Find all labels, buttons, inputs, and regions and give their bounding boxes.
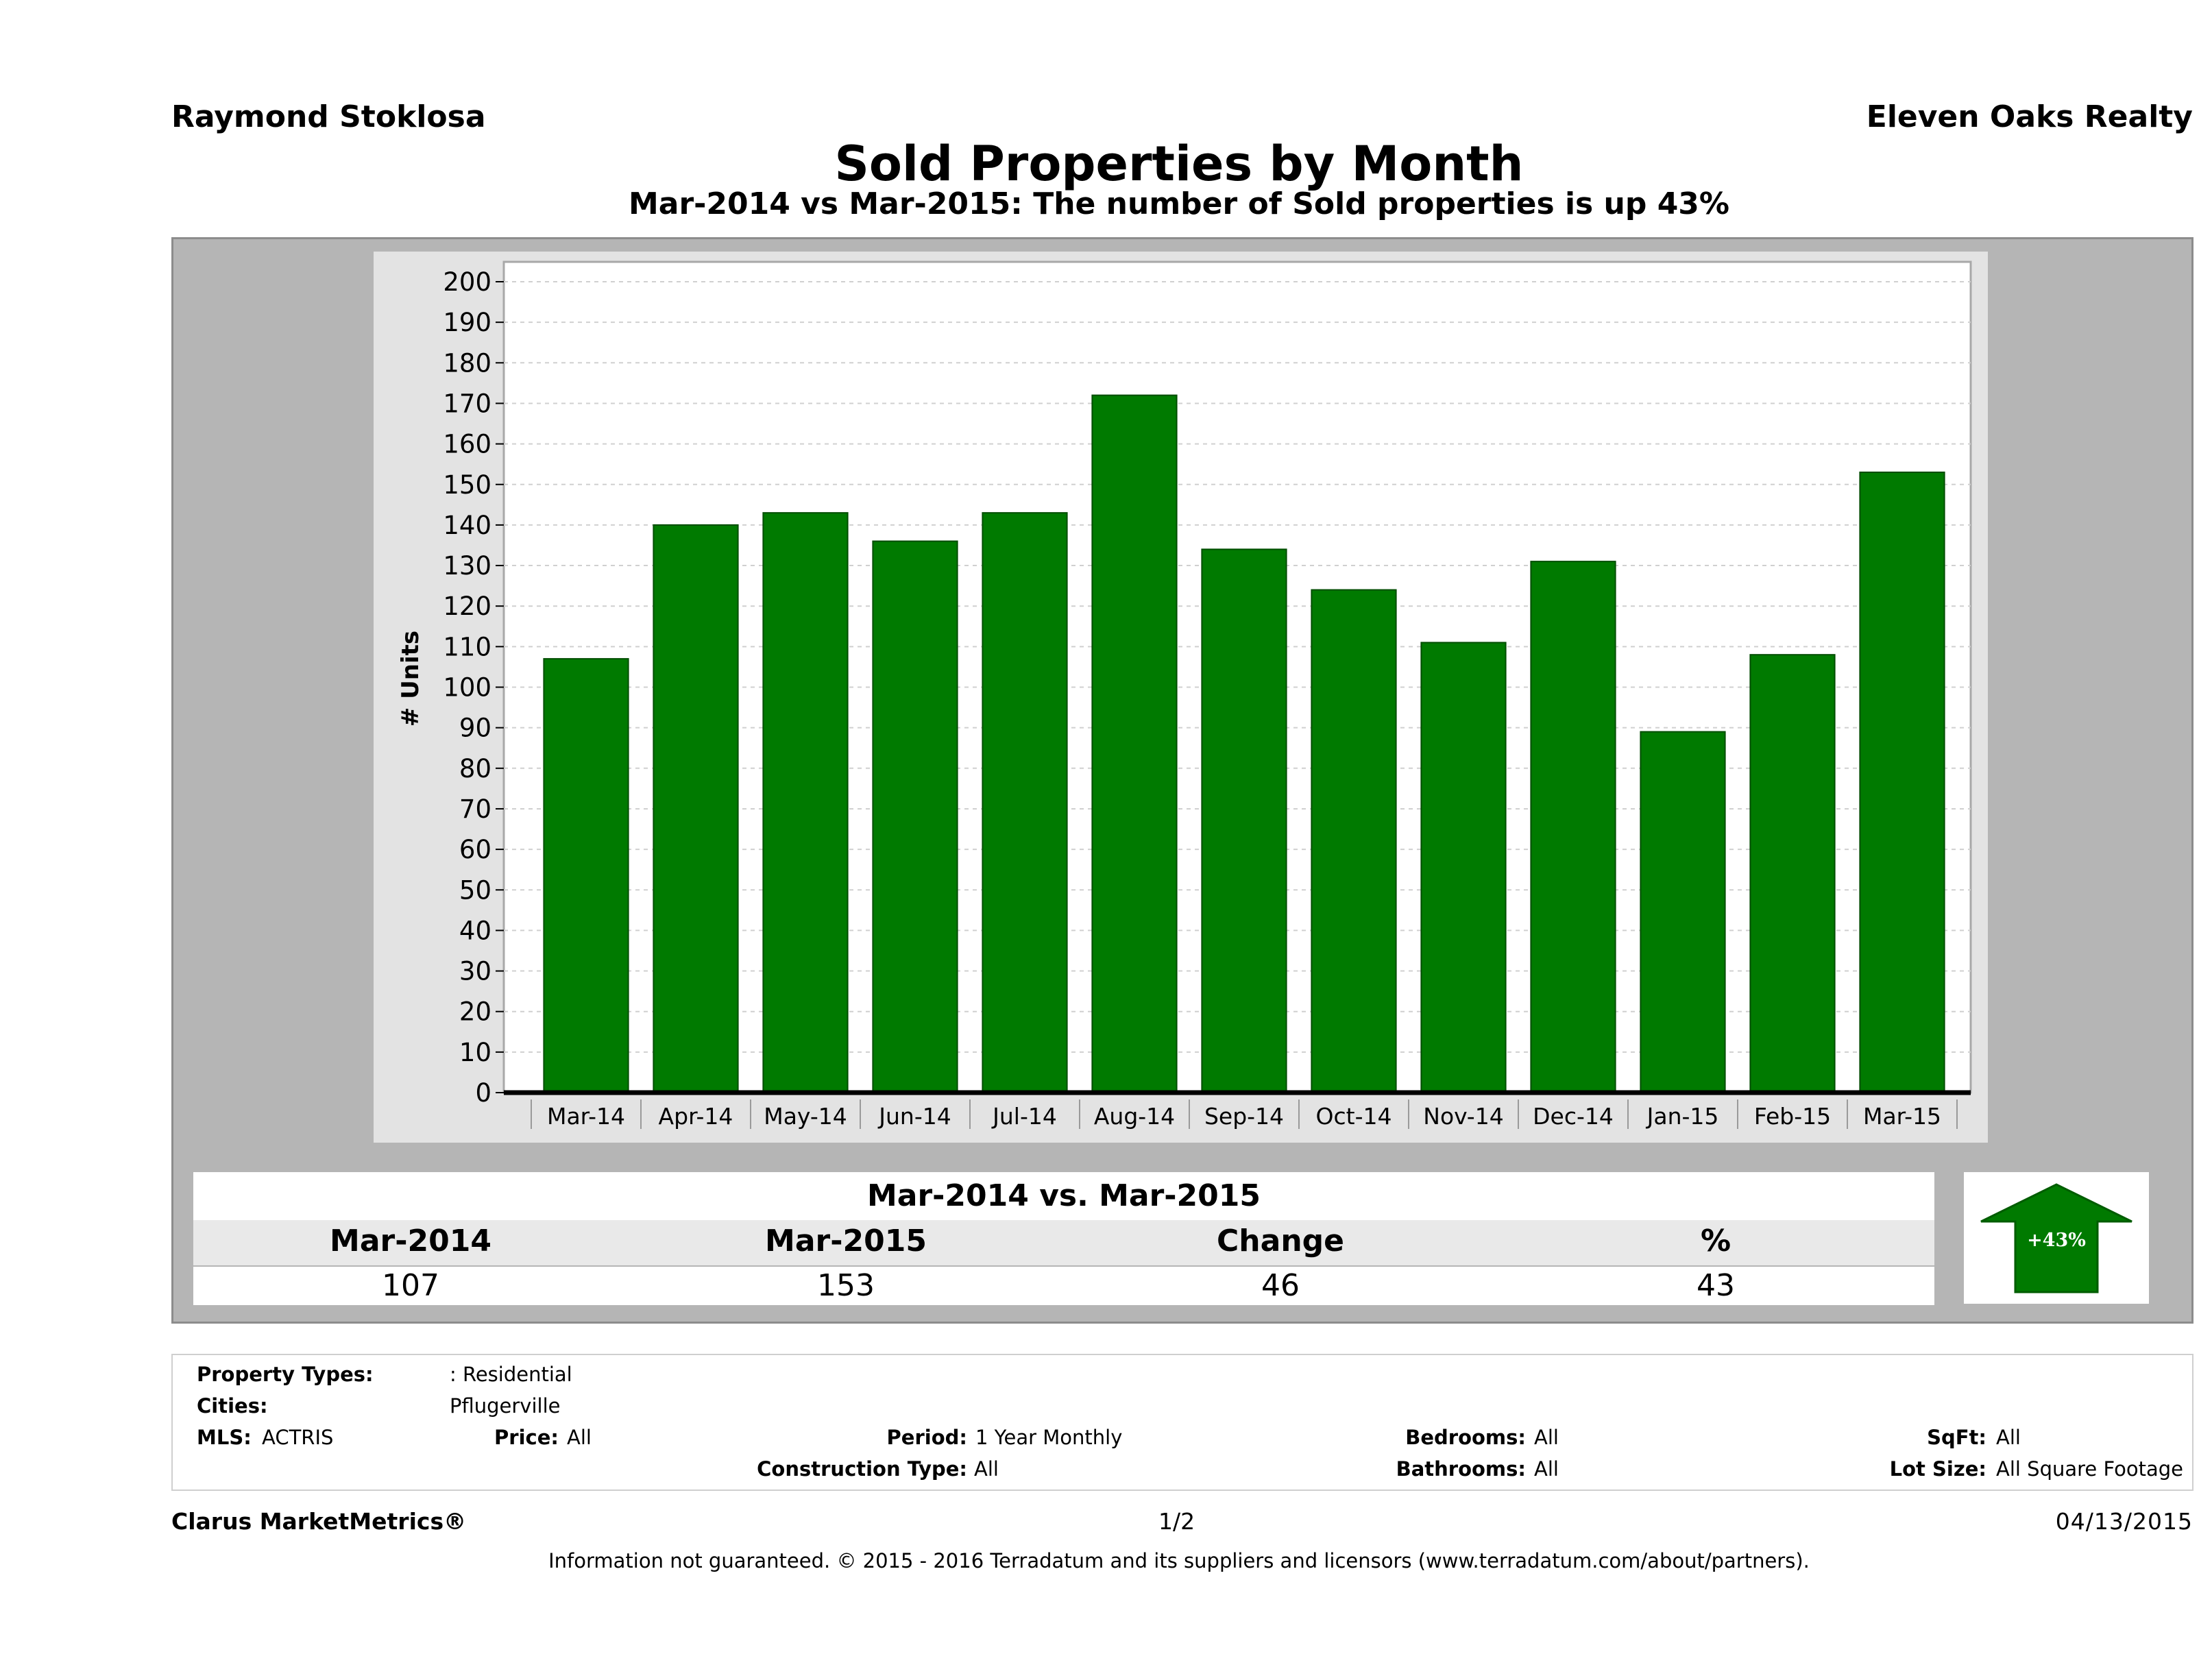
y-axis-ticks: 0 10 20 30 40 50 60 70 80 90 100 110 120 130 140 150 160… <box>443 267 504 1108</box>
y-tick-label: 0 <box>475 1078 491 1108</box>
y-tick-label: 30 <box>459 957 491 986</box>
y-tick-label: 50 <box>459 875 491 905</box>
bar <box>1640 731 1726 1093</box>
filter-info-box <box>171 1354 2193 1491</box>
bar <box>1859 472 1945 1093</box>
bar <box>543 658 629 1093</box>
bar <box>1749 654 1836 1093</box>
chart-title: Sold Properties by Month <box>834 136 1524 192</box>
header-percent: % <box>1700 1224 1731 1258</box>
price-value: All <box>567 1426 592 1449</box>
y-axis-label: # Units <box>397 631 424 727</box>
change-badge: +43% <box>1964 1172 2149 1304</box>
bar <box>1530 561 1616 1093</box>
period-label: Period: <box>886 1426 967 1449</box>
bar <box>1311 589 1397 1094</box>
y-tick-label: 40 <box>459 916 491 945</box>
bars <box>543 394 1945 1094</box>
mls-label: MLS: <box>197 1426 252 1449</box>
y-tick-label: 20 <box>459 997 491 1027</box>
up-arrow-icon: +43% <box>1980 1183 2132 1293</box>
mls-value: ACTRIS <box>262 1426 334 1449</box>
bar <box>1201 548 1287 1093</box>
price-label: Price: <box>494 1426 559 1449</box>
company-name: Eleven Oaks Realty <box>1866 99 2193 134</box>
value-change: 46 <box>1261 1268 1300 1303</box>
chart-subtitle: Mar-2014 vs Mar-2015: The number of Sold… <box>628 186 1730 221</box>
value-percent: 43 <box>1697 1268 1735 1303</box>
y-tick-label: 120 <box>443 592 491 621</box>
y-tick-label: 140 <box>443 511 491 540</box>
y-tick-label: 60 <box>459 835 491 864</box>
comparison-title: Mar-2014 vs. Mar-2015 <box>193 1172 1934 1220</box>
y-tick-label: 130 <box>443 551 491 581</box>
comparison-value-row <box>193 1267 1934 1305</box>
y-tick-label: 100 <box>443 673 491 703</box>
y-tick-label: 160 <box>443 430 491 459</box>
cities-label: Cities: <box>197 1394 268 1418</box>
x-tick-label: Oct-14 <box>1316 1103 1392 1130</box>
x-tick-label: Nov-14 <box>1423 1103 1503 1130</box>
page-number: 1/2 <box>1158 1508 1195 1535</box>
bathrooms-label: Bathrooms: <box>1396 1457 1526 1481</box>
x-tick-label: Mar-15 <box>1863 1103 1941 1130</box>
x-tick-label: Jun-14 <box>877 1103 951 1130</box>
lot-size-label: Lot Size: <box>1889 1457 1986 1481</box>
y-tick-label: 170 <box>443 389 491 418</box>
bar <box>762 512 849 1093</box>
bar <box>653 524 739 1093</box>
x-tick-label: Dec-14 <box>1533 1103 1614 1130</box>
property-types-label: Property Types: <box>197 1363 374 1386</box>
x-tick-label: Aug-14 <box>1094 1103 1175 1130</box>
x-tick-label: Mar-14 <box>547 1103 625 1130</box>
x-tick-label: Sep-14 <box>1204 1103 1284 1130</box>
value-mar-2014: 107 <box>382 1268 439 1303</box>
comparison-header-row <box>193 1220 1934 1265</box>
x-tick-label: Feb-15 <box>1754 1103 1831 1130</box>
property-types-value: : Residential <box>450 1363 572 1386</box>
bathrooms-value: All <box>1534 1457 1559 1481</box>
bar <box>982 512 1068 1093</box>
value-mar-2015: 153 <box>817 1268 875 1303</box>
agent-name: Raymond Stoklosa <box>171 99 486 134</box>
cities-value: Pflugerville <box>450 1394 561 1418</box>
bedrooms-label: Bedrooms: <box>1405 1426 1526 1449</box>
lot-size-value: All Square Footage <box>1996 1457 2184 1481</box>
x-axis-ticks: Mar-14 Apr-14 May-14 Jun-14 Jul-14 Aug-14 Sep-… <box>531 1099 1958 1130</box>
disclaimer: Information not guaranteed. © 2015 - 201… <box>548 1549 1810 1572</box>
y-tick-label: 200 <box>443 267 491 297</box>
period-value: 1 Year Monthly <box>975 1426 1123 1449</box>
y-tick-label: 80 <box>459 754 491 783</box>
bar <box>872 540 958 1093</box>
x-tick-label: May-14 <box>764 1103 847 1130</box>
report-date: 04/13/2015 <box>2055 1508 2193 1535</box>
header-mar-2014: Mar-2014 <box>330 1224 491 1258</box>
construction-type-value: All <box>974 1457 999 1481</box>
bar <box>1091 394 1178 1093</box>
x-tick-label: Apr-14 <box>659 1103 733 1130</box>
sqft-value: All <box>1996 1426 2021 1449</box>
y-tick-label: 190 <box>443 308 491 337</box>
header-change: Change <box>1217 1224 1344 1258</box>
header-mar-2015: Mar-2015 <box>765 1224 927 1258</box>
bar <box>1420 642 1507 1093</box>
y-tick-label: 150 <box>443 470 491 500</box>
x-tick-label: Jan-15 <box>1646 1103 1719 1130</box>
y-tick-label: 90 <box>459 714 491 743</box>
y-tick-label: 10 <box>459 1038 491 1067</box>
brand-footer: Clarus MarketMetrics® <box>171 1508 467 1535</box>
bar-chart: 0 10 20 30 40 50 60 70 80 90 100 110 120 130 140 150 160… <box>397 260 1972 1130</box>
badge-label: +43% <box>2027 1230 2086 1251</box>
bedrooms-value: All <box>1534 1426 1559 1449</box>
y-tick-label: 110 <box>443 632 491 661</box>
x-tick-label: Jul-14 <box>991 1103 1057 1130</box>
y-tick-label: 180 <box>443 348 491 378</box>
y-tick-label: 70 <box>459 794 491 824</box>
sqft-label: SqFt: <box>1927 1426 1986 1449</box>
construction-type-label: Construction Type: <box>757 1457 967 1481</box>
